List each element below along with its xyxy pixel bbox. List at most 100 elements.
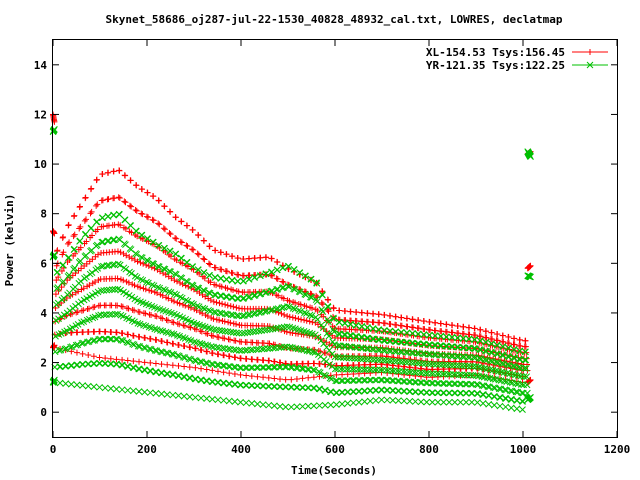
data-point: [422, 379, 430, 387]
data-point: [325, 318, 332, 326]
data-point: [127, 222, 135, 230]
series-2: [49, 125, 534, 413]
data-point: [86, 282, 93, 289]
data-point: [271, 402, 278, 410]
data-point: [309, 366, 317, 374]
data-point: [109, 261, 117, 269]
data-point: [481, 365, 488, 372]
data-point: [516, 336, 523, 343]
data-point: [279, 264, 287, 272]
data-point: [152, 360, 159, 367]
data-point: [77, 223, 84, 230]
data-point: [324, 316, 331, 324]
data-point: [122, 199, 129, 206]
data-point: [396, 358, 404, 365]
data-point: [512, 388, 520, 396]
legend-entry-label: XL-154.53 Tsys:156.45: [426, 46, 565, 59]
data-points-layer: [49, 111, 534, 413]
data-point: [298, 346, 305, 353]
data-point: [168, 275, 175, 282]
data-point: [266, 340, 273, 347]
data-point: [136, 343, 144, 350]
data-point: [432, 319, 439, 326]
data-point: [275, 344, 283, 351]
data-point: [222, 293, 230, 300]
data-point: [112, 335, 120, 343]
data-point: [223, 268, 230, 275]
data-point: [449, 361, 457, 369]
data-point: [274, 276, 281, 283]
data-point: [180, 392, 188, 400]
data-point: [428, 389, 436, 397]
data-point: [253, 364, 261, 371]
data-point: [53, 277, 60, 284]
data-point: [133, 274, 141, 281]
data-point: [275, 363, 283, 371]
data-point: [142, 334, 149, 341]
data-point: [125, 279, 132, 286]
data-point: [226, 353, 233, 360]
data-point: [198, 347, 205, 354]
data-point: [343, 365, 350, 373]
data-point: [403, 329, 411, 337]
data-point: [417, 388, 424, 396]
data-point: [173, 278, 180, 285]
data-point: [421, 360, 429, 367]
data-point: [76, 203, 83, 210]
data-point: [278, 324, 285, 331]
data-point: [222, 301, 229, 308]
data-point: [454, 334, 462, 342]
data-point: [456, 380, 464, 388]
data-point: [314, 307, 321, 314]
data-point: [468, 398, 476, 406]
data-point: [233, 304, 240, 311]
data-point: [81, 217, 88, 224]
data-point: [322, 387, 329, 394]
data-point: [375, 326, 383, 334]
data-point: [178, 274, 186, 282]
data-point: [522, 356, 530, 364]
data-point: [123, 338, 131, 346]
data-point: [126, 253, 133, 260]
data-point: [242, 364, 249, 372]
data-point: [348, 354, 356, 362]
data-point: [136, 358, 143, 365]
data-point: [274, 285, 282, 293]
data-point: [195, 251, 202, 258]
data-point: [281, 311, 288, 318]
data-point: [145, 323, 153, 331]
data-point: [467, 380, 475, 388]
data-point: [369, 335, 376, 343]
data-point: [284, 313, 291, 320]
data-point: [125, 315, 133, 323]
data-point: [108, 286, 116, 293]
data-point: [409, 316, 416, 323]
data-point: [128, 293, 136, 301]
data-point: [94, 201, 101, 208]
data-point: [118, 386, 126, 394]
data-point: [173, 291, 180, 299]
data-point: [131, 257, 138, 264]
data-point: [113, 385, 120, 393]
data-point: [522, 348, 529, 356]
data-point: [314, 316, 321, 323]
data-point: [119, 312, 127, 320]
y-tick-label: 2: [40, 357, 47, 370]
data-point: [313, 280, 321, 287]
data-point: [324, 303, 332, 311]
data-point: [235, 329, 243, 337]
data-point: [171, 277, 178, 284]
data-point: [58, 267, 65, 274]
data-point: [137, 284, 144, 291]
data-point: [164, 349, 172, 357]
data-point: [289, 304, 297, 312]
data-point: [72, 250, 79, 257]
data-point: [163, 349, 170, 357]
data-point: [204, 359, 211, 367]
data-point: [148, 288, 155, 295]
data-point: [275, 292, 282, 299]
data-point: [223, 276, 230, 283]
data-point: [161, 265, 169, 273]
data-point: [510, 346, 518, 353]
data-point: [434, 398, 442, 406]
